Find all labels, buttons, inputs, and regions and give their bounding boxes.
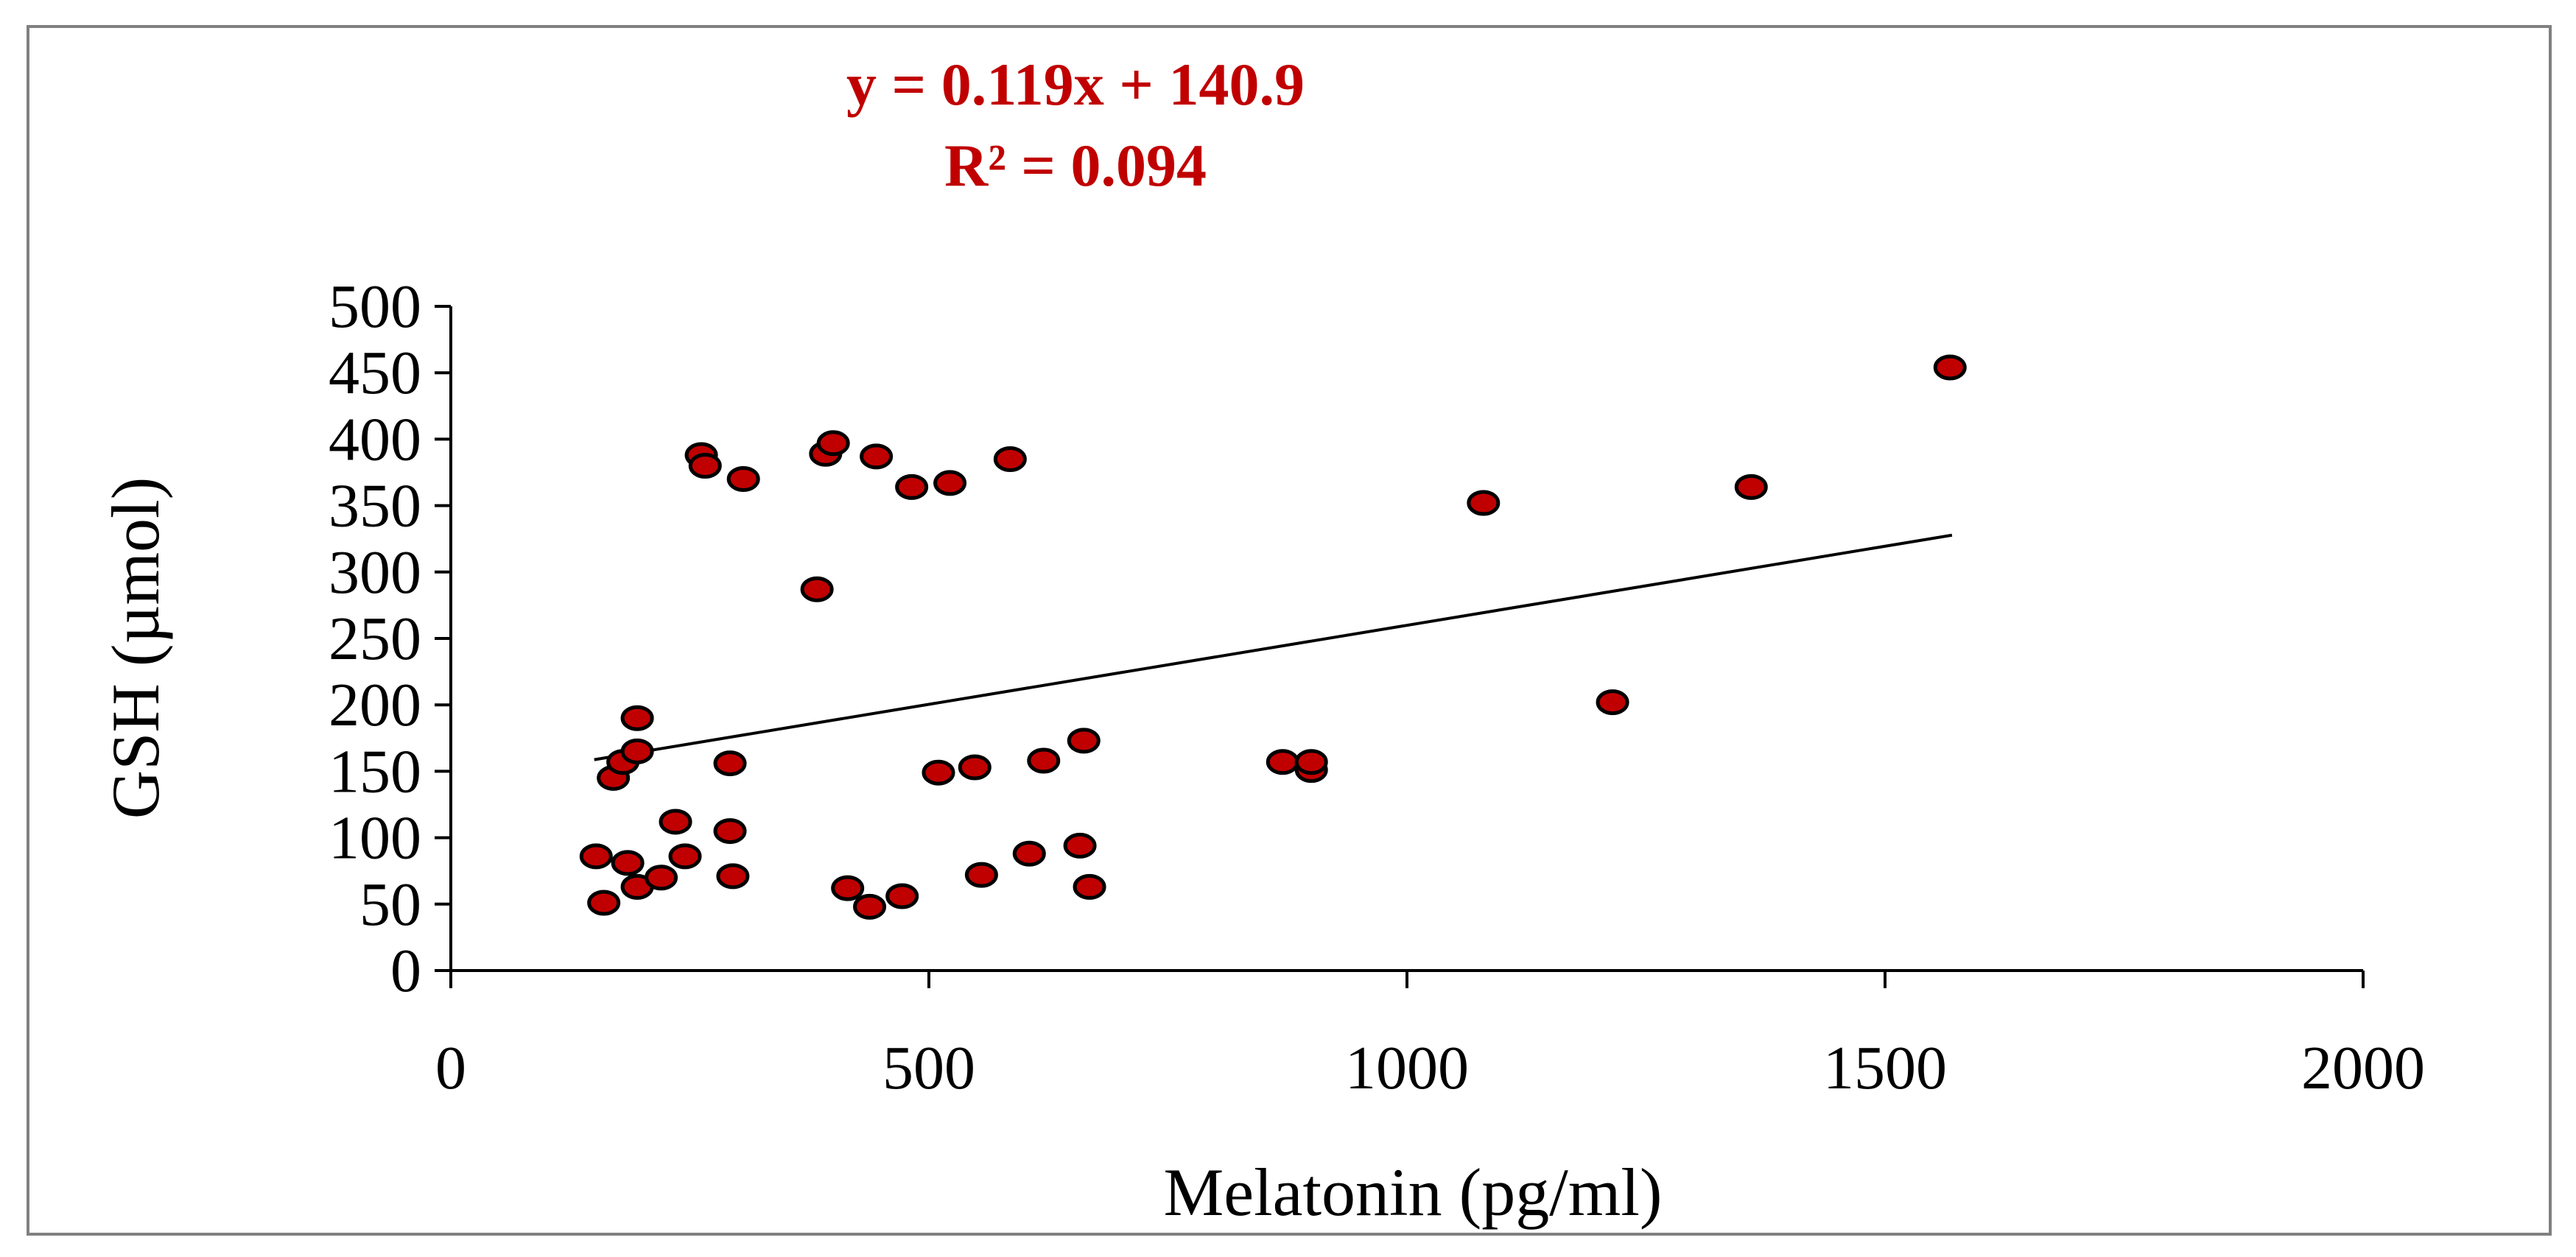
x-axis-tick-labels: 0 500 1000 1500 2000 bbox=[435, 1034, 2425, 1102]
data-point bbox=[1063, 832, 1097, 859]
trendline-segment bbox=[594, 533, 1953, 761]
data-point bbox=[579, 843, 613, 870]
data-point bbox=[816, 430, 850, 457]
y-tick-label: 100 bbox=[329, 804, 421, 873]
y-tick-label: 350 bbox=[329, 472, 421, 541]
data-point bbox=[853, 893, 887, 920]
data-point bbox=[933, 470, 967, 496]
data-point bbox=[831, 875, 865, 901]
data-point bbox=[1596, 689, 1629, 716]
y-tick-label: 500 bbox=[329, 272, 421, 341]
y-tick-label: 250 bbox=[329, 605, 421, 673]
x-tick-label: 500 bbox=[882, 1034, 975, 1102]
x-tick-label: 1500 bbox=[1823, 1034, 1947, 1102]
y-axis-title: GSH (µmol) bbox=[98, 477, 173, 819]
data-point bbox=[964, 862, 998, 888]
x-tick-label: 2000 bbox=[2301, 1034, 2425, 1102]
y-tick-label: 50 bbox=[359, 870, 421, 939]
x-tick-label: 1000 bbox=[1345, 1034, 1469, 1102]
data-point bbox=[716, 863, 750, 890]
y-tick-label: 450 bbox=[329, 339, 421, 407]
r-squared-text: R² = 0.094 bbox=[944, 132, 1207, 199]
data-point bbox=[620, 705, 654, 731]
data-point bbox=[1266, 749, 1299, 775]
data-point bbox=[611, 850, 645, 876]
data-point bbox=[885, 883, 919, 909]
data-point bbox=[1734, 473, 1768, 500]
data-point bbox=[645, 865, 678, 891]
trendline-equation: y = 0.119x + 140.9 R² = 0.094 bbox=[846, 51, 1305, 199]
data-point bbox=[958, 754, 992, 781]
data-point bbox=[688, 452, 722, 479]
x-axis-title: Melatonin (pg/ml) bbox=[1163, 1155, 1662, 1230]
data-point bbox=[713, 750, 747, 777]
data-point bbox=[587, 890, 621, 916]
data-point bbox=[659, 809, 692, 835]
data-point bbox=[620, 738, 654, 764]
data-point bbox=[726, 466, 760, 493]
y-tick-label: 300 bbox=[329, 538, 421, 607]
equation-text: y = 0.119x + 140.9 bbox=[846, 51, 1305, 118]
axes bbox=[435, 305, 2365, 988]
data-point bbox=[1073, 873, 1106, 900]
data-point bbox=[1467, 490, 1501, 516]
y-tick-label: 0 bbox=[390, 937, 421, 1005]
data-point bbox=[668, 843, 702, 870]
y-tick-label: 150 bbox=[329, 737, 421, 806]
data-point bbox=[922, 759, 955, 786]
data-point bbox=[800, 576, 834, 602]
data-point bbox=[895, 473, 929, 500]
x-tick-label: 0 bbox=[435, 1034, 466, 1102]
trendline bbox=[594, 533, 1953, 761]
data-point bbox=[1027, 747, 1061, 774]
y-tick-label: 400 bbox=[329, 405, 421, 473]
chart-frame bbox=[27, 25, 2552, 1236]
data-point bbox=[1012, 840, 1046, 867]
y-tick-label: 200 bbox=[329, 671, 421, 739]
data-point bbox=[1067, 728, 1101, 754]
data-point bbox=[860, 443, 894, 470]
data-point bbox=[1294, 749, 1328, 775]
data-point bbox=[993, 446, 1027, 472]
data-point bbox=[713, 818, 747, 845]
data-point bbox=[1933, 354, 1967, 381]
data-points bbox=[579, 354, 1967, 920]
